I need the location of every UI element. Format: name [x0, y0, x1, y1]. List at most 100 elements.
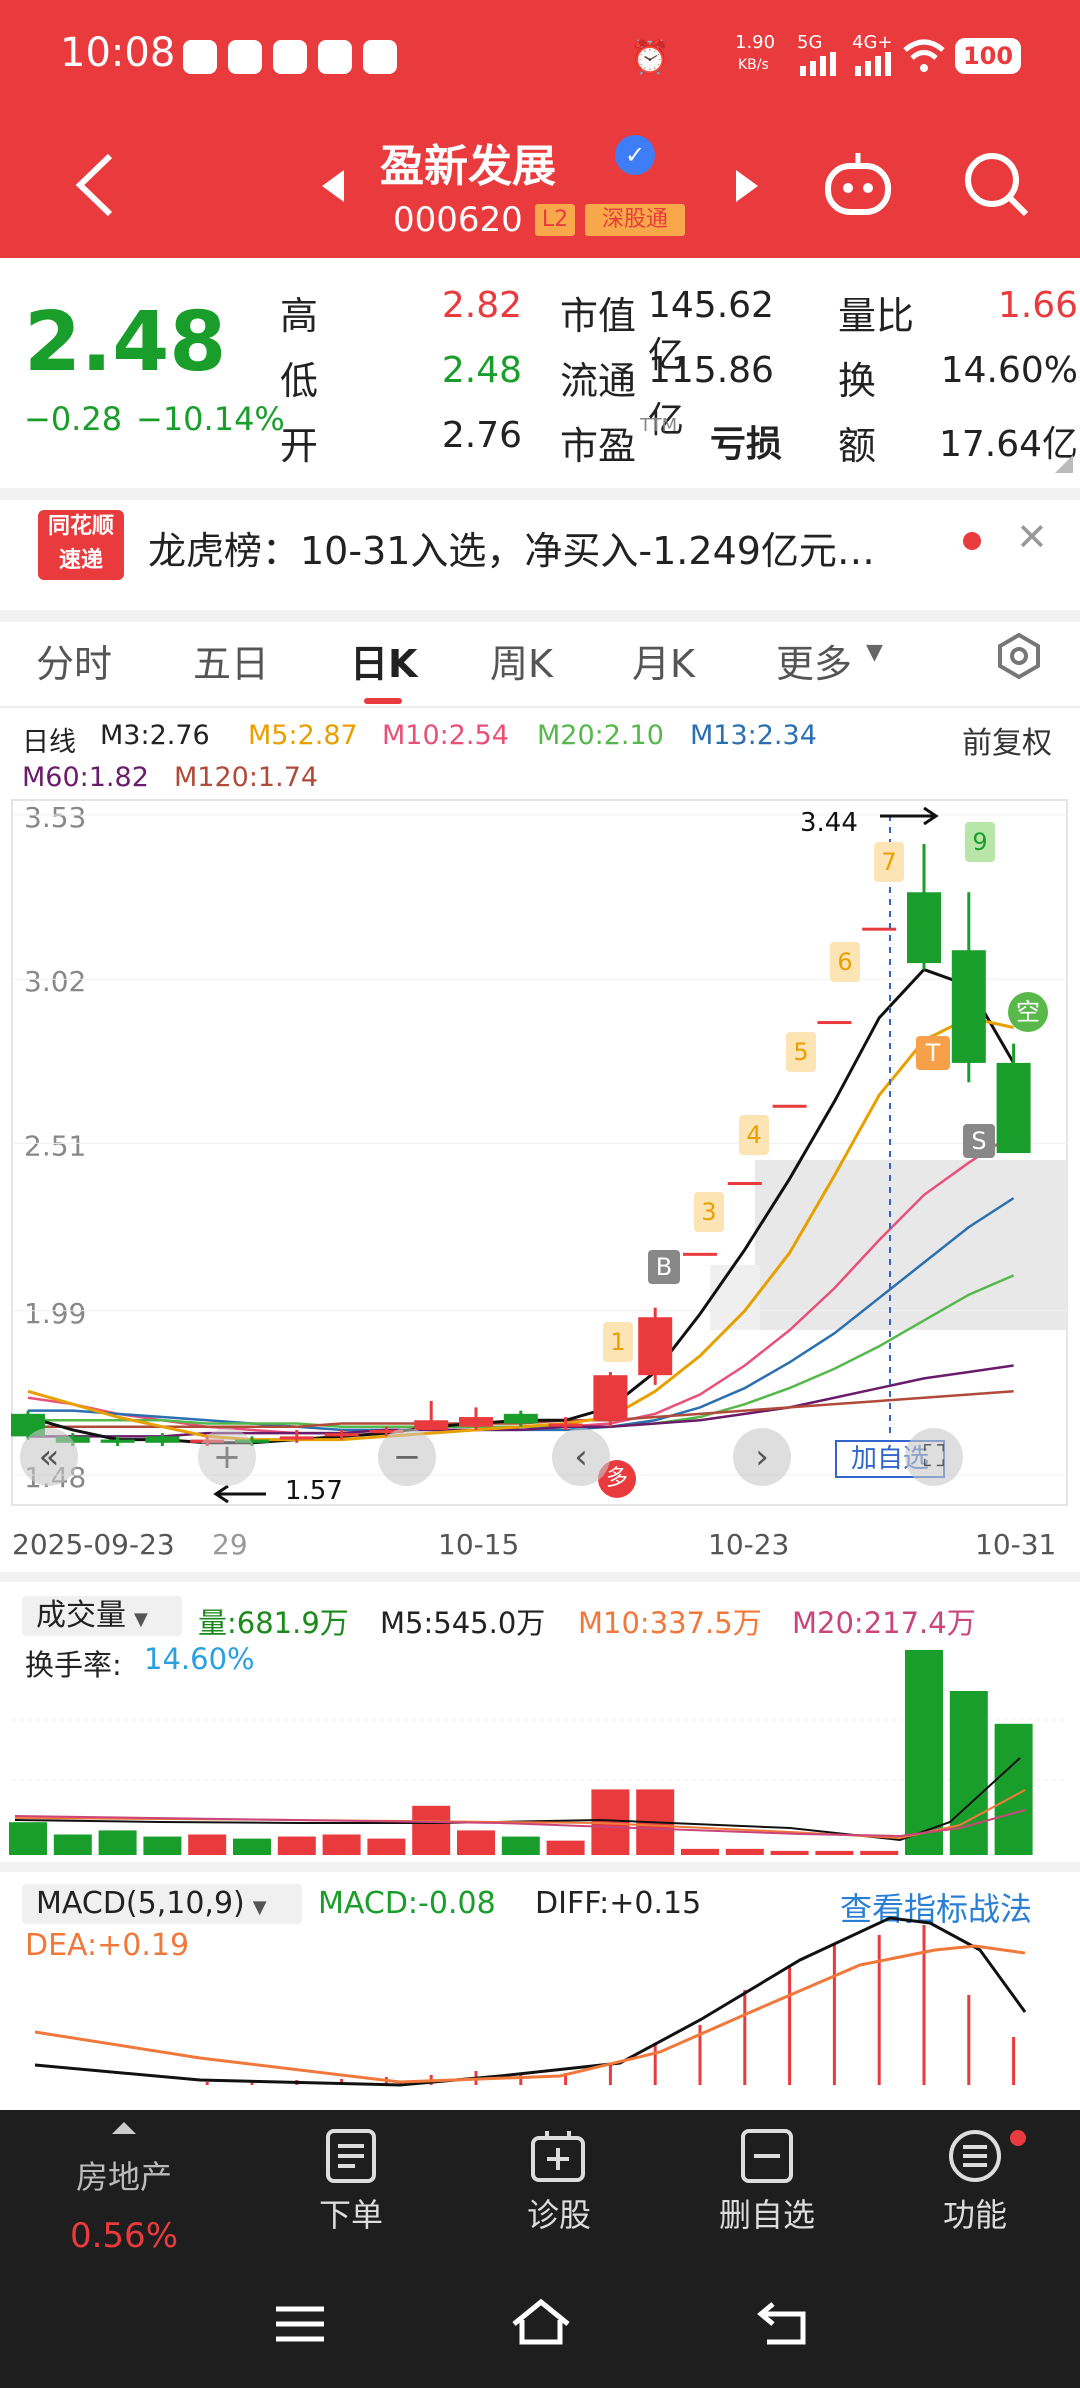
diff-line	[34, 1916, 1027, 2087]
app-icon	[273, 40, 307, 74]
zoom-in-icon[interactable]: +	[198, 1428, 256, 1486]
price-change-pct: −10.14%	[136, 400, 285, 438]
vol-ma5-line	[14, 1757, 1021, 1842]
tab-monthly-k[interactable]: 月K	[632, 642, 695, 686]
tab-daily-k[interactable]: 日K	[350, 642, 418, 686]
scroll-right-icon[interactable]: ›	[733, 1428, 791, 1486]
zoom-out-icon[interactable]: −	[378, 1428, 436, 1486]
settings-hex-icon[interactable]	[995, 632, 1043, 680]
legend-daily: 日线	[22, 727, 76, 758]
candle-body	[593, 1375, 628, 1421]
chevron-up-icon[interactable]	[110, 2118, 138, 2136]
indicator-strategy-link[interactable]: 查看指标战法	[840, 1890, 1033, 1928]
pe-label: 市盈	[560, 424, 637, 468]
amount-value: 17.64亿	[938, 424, 1078, 465]
volume-bar	[98, 1830, 137, 1855]
back-icon[interactable]	[72, 150, 116, 220]
volume-bar	[457, 1830, 495, 1855]
home-icon[interactable]	[510, 2298, 572, 2348]
robot-icon[interactable]	[822, 150, 894, 220]
dea-line	[34, 1944, 1026, 2084]
vol-ratio-value: 1.66	[997, 285, 1078, 326]
sector-name[interactable]: 房地产	[75, 2158, 172, 2196]
candle-body	[279, 1436, 314, 1440]
open-value: 2.76	[441, 415, 522, 456]
next-stock-icon[interactable]	[732, 168, 762, 204]
kline-chart[interactable]: 3.533.022.511.991.48	[0, 795, 1080, 1515]
recent-apps-icon[interactable]	[274, 2304, 326, 2344]
volume-chart[interactable]	[0, 1640, 1080, 1860]
turnover-value: 14.60%	[940, 350, 1078, 391]
functions-button[interactable]: 功能	[942, 2196, 1007, 2234]
volume-bar	[143, 1836, 182, 1855]
arrow-left-icon	[213, 1484, 266, 1504]
unread-dot	[963, 532, 981, 550]
battery-icon: 100	[955, 38, 1021, 74]
dea-value: DEA:+0.19	[25, 1928, 190, 1963]
seq-marker: 4	[739, 1115, 769, 1155]
high-label: 高	[280, 294, 319, 338]
remove-favorite-button[interactable]: 删自选	[718, 2196, 815, 2234]
tag-l2: L2	[535, 204, 575, 236]
volume-bar	[949, 1691, 988, 1855]
seq-marker: 3	[694, 1192, 724, 1232]
mcap-value: 145.62亿	[648, 285, 774, 376]
zone-box	[755, 1160, 1067, 1330]
back-nav-icon[interactable]	[755, 2298, 811, 2348]
volume-m20: M20:217.4万	[792, 1606, 976, 1640]
prev-stock-icon[interactable]	[318, 168, 348, 204]
x-label: 10-15	[438, 1528, 520, 1561]
wifi-icon	[903, 39, 945, 72]
candle-body	[369, 1429, 404, 1434]
volume-bar	[681, 1848, 719, 1855]
app-icon	[318, 40, 352, 74]
close-icon[interactable]: ✕	[1016, 515, 1048, 559]
app-icon	[183, 40, 217, 74]
arrow-right-icon	[880, 806, 939, 826]
tab-5day[interactable]: 五日	[193, 642, 270, 686]
legend-m3: M3:2.76	[100, 720, 210, 751]
macd-chart	[34, 1916, 1027, 2087]
search-icon[interactable]	[962, 150, 1032, 220]
expand-corner-icon[interactable]	[1055, 455, 1073, 473]
fullscreen-icon[interactable]: ⛶	[905, 1428, 963, 1486]
volume-bar	[815, 1850, 854, 1855]
order-button[interactable]: 下单	[318, 2196, 383, 2234]
volume-bar	[994, 1723, 1033, 1855]
candle-body	[324, 1433, 359, 1437]
candle-body	[100, 1439, 135, 1443]
scroll-left-icon[interactable]: ‹	[552, 1428, 610, 1486]
volume-value: 量:681.9万	[198, 1606, 349, 1640]
legend-m5: M5:2.87	[248, 720, 358, 751]
volume-bar	[277, 1836, 316, 1855]
macd-indicator-select[interactable]: MACD(5,10,9) ▼	[22, 1884, 302, 1924]
vol-ratio-label: 量比	[838, 294, 915, 338]
candle-body	[503, 1413, 538, 1424]
chevron-down-icon: ▼	[134, 1609, 148, 1630]
volume-indicator-select[interactable]: 成交量 ▼	[22, 1596, 182, 1636]
volume-bar	[9, 1822, 47, 1855]
x-label: 2025-09-23	[12, 1528, 175, 1561]
price-change: −0.28	[24, 400, 123, 438]
sector-change: 0.56%	[69, 2216, 178, 2256]
scroll-start-icon[interactable]: «	[20, 1428, 78, 1486]
adjust-mode[interactable]: 前复权	[962, 726, 1052, 761]
net-speed: 1.90	[735, 32, 776, 53]
tab-weekly-k[interactable]: 周K	[490, 642, 553, 686]
divider	[0, 1862, 1080, 1872]
order-icon	[326, 2129, 376, 2183]
diagnose-icon	[531, 2131, 585, 2182]
turnover-label: 换	[838, 359, 877, 403]
news-text[interactable]: 龙虎榜：10-31入选，净买入-1.249亿元…	[148, 529, 875, 573]
period-tabs	[0, 610, 1080, 710]
volume-bar	[860, 1850, 899, 1855]
low-value: 2.48	[441, 350, 522, 391]
net-speed-unit: KB/s	[738, 57, 769, 73]
diagnose-button[interactable]: 诊股	[526, 2196, 591, 2234]
notification-dot	[1010, 2130, 1026, 2146]
tab-more[interactable]: 更多	[776, 642, 853, 686]
news-logo: 同花顺 速递	[38, 510, 124, 580]
volume-title: 成交量	[36, 1598, 126, 1633]
legend-m60: M60:1.82	[22, 762, 149, 793]
tab-intraday[interactable]: 分时	[36, 642, 113, 686]
